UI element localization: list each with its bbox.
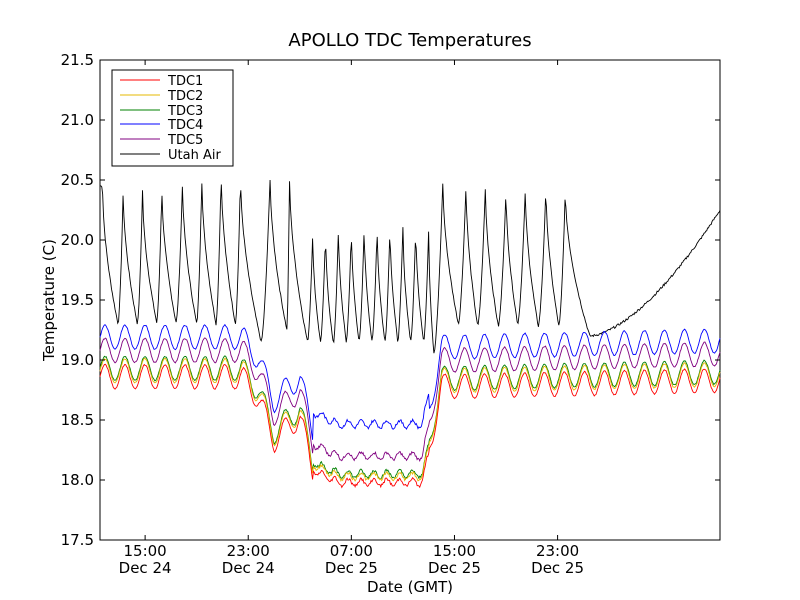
- x-tick-label-time: 23:00: [227, 542, 270, 560]
- ticks-layer: 17.5 18.0 18.5 19.0 19.5 20.0 20.5 21.0 21.5 15:0…: [61, 51, 720, 577]
- y-tick-label: 18.0: [61, 471, 94, 489]
- x-tick-label-date: Dec 25: [531, 559, 584, 577]
- y-tick-label: 17.5: [61, 531, 94, 549]
- y-tick-label: 19.0: [61, 351, 94, 369]
- x-tick-label-time: 15:00: [123, 542, 166, 560]
- series-line-tdc3: [99, 355, 721, 480]
- y-tick-label: 20.0: [61, 231, 94, 249]
- x-tick-label-time: 07:00: [330, 542, 373, 560]
- series-layer: [99, 180, 721, 489]
- x-tick-label-time: 23:00: [536, 542, 579, 560]
- y-tick-label: 20.5: [61, 171, 94, 189]
- series-line-tdc2: [99, 357, 721, 483]
- legend-label-tdc4: TDC4: [167, 118, 203, 133]
- y-tick-label: 21.5: [61, 51, 94, 69]
- y-tick-label: 18.5: [61, 411, 94, 429]
- x-tick-label-time: 15:00: [433, 542, 476, 560]
- legend-box: [111, 69, 234, 167]
- chart-title: APOLLO TDC Temperatures: [288, 30, 531, 51]
- x-tick-label-date: Dec 24: [222, 559, 275, 577]
- y-tick-label: 19.5: [61, 291, 94, 309]
- x-axis-label: Date (GMT): [367, 578, 453, 596]
- legend-label-tdc5: TDC5: [167, 133, 203, 148]
- series-line-tdc5: [99, 337, 721, 462]
- legend-label-tdc1: TDC1: [167, 74, 203, 89]
- series-line-tdc4: [99, 323, 721, 440]
- series-line-tdc1: [99, 363, 721, 489]
- legend-label-tdc2: TDC2: [167, 89, 203, 104]
- y-tick-label: 21.0: [61, 111, 94, 129]
- y-axis-label: Temperature (C): [40, 239, 58, 362]
- x-tick-label-date: Dec 25: [428, 559, 481, 577]
- x-tick-label-date: Dec 24: [119, 559, 172, 577]
- series-line-utah-air: [99, 180, 721, 354]
- legend: TDC1 TDC2 TDC3 TDC4 TDC5 Utah Air: [111, 69, 234, 167]
- x-tick-label-date: Dec 25: [325, 559, 378, 577]
- legend-label-tdc3: TDC3: [167, 104, 203, 119]
- legend-label-utah-air: Utah Air: [168, 148, 221, 163]
